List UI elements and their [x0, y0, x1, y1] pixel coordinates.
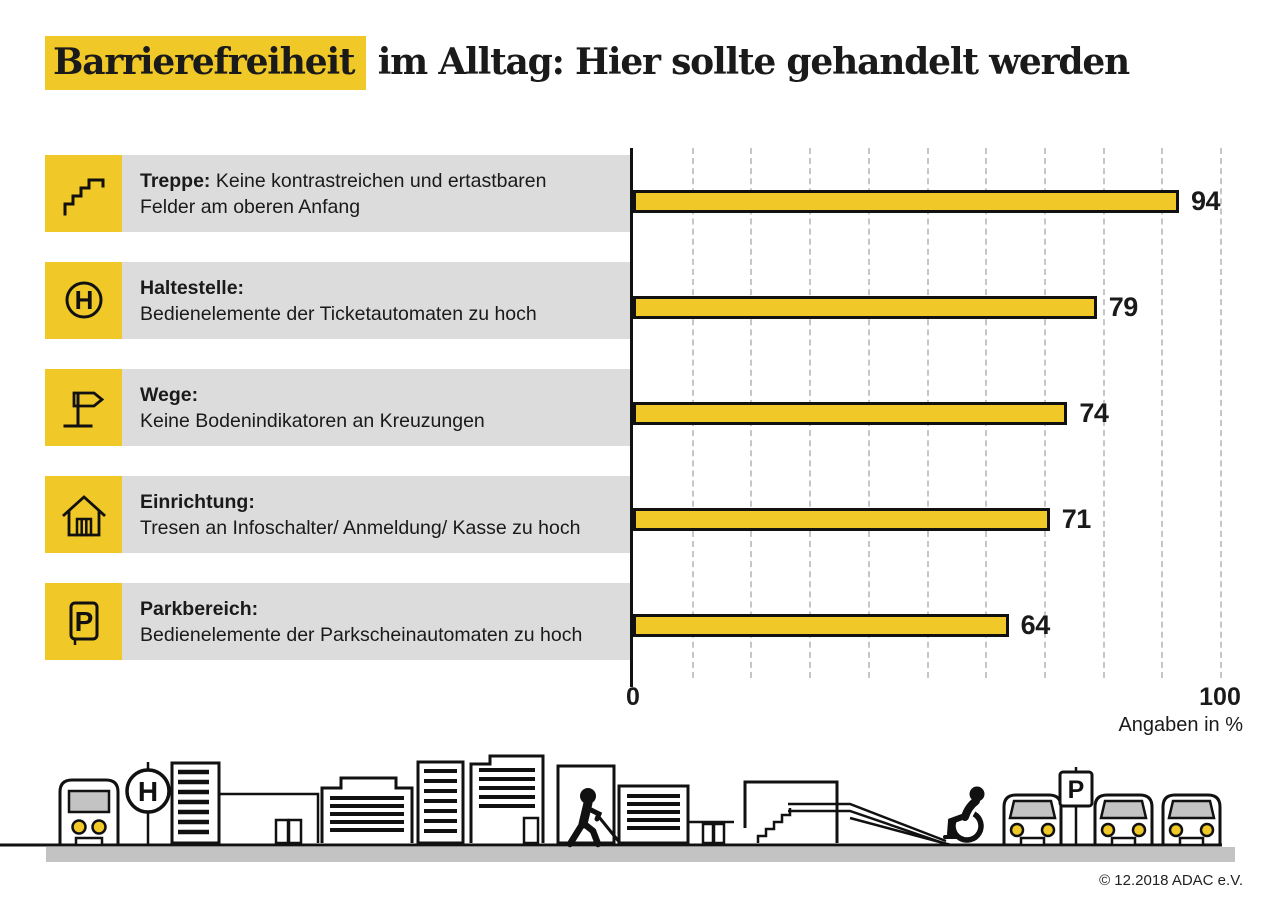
row-label-line1: Parkbereich:: [140, 597, 259, 620]
row-label-line2: Bedienelemente der Parkscheinautomaten z…: [140, 623, 583, 646]
ground: [0, 843, 1235, 862]
cityscape-illustration: H: [0, 754, 1235, 862]
bar-value: 79: [1108, 291, 1139, 322]
bar-einrichtung: [633, 507, 1050, 531]
title-highlight: Barrierefreiheit: [45, 36, 367, 90]
bus-stop-sign-icon: H: [125, 762, 171, 845]
bus-icon: [58, 778, 120, 847]
bar-row: 64: [633, 572, 1220, 678]
bar-wege: [633, 401, 1068, 425]
page-title: Barrierefreiheit im Alltag: Hier sollte …: [45, 36, 1131, 90]
category-row-haltestelle: H Haltestelle: Bedienelemente der Ticket…: [45, 262, 630, 339]
signpost-icon: [45, 369, 122, 446]
car-icon: [1093, 793, 1154, 847]
bus-stop-icon: H: [45, 262, 122, 339]
gridline: [1220, 148, 1222, 678]
car-icon: [1002, 793, 1063, 847]
parking-sign-icon: P: [1058, 767, 1094, 845]
bar-value: 94: [1190, 185, 1221, 216]
bar-value: 71: [1061, 503, 1092, 534]
parked-cars: [1002, 793, 1222, 847]
axis-label-max: 100: [1199, 683, 1241, 711]
bar-value: 74: [1079, 397, 1109, 428]
row-label-line2: Tresen an Infoschalter/ Anmeldung/ Kasse…: [140, 516, 581, 539]
unit-label: Angaben in %: [1118, 714, 1243, 736]
row-label-line1: Wege:: [140, 383, 199, 406]
row-label-line2: Bedienelemente der Ticketautomaten zu ho…: [140, 302, 537, 325]
building-icon: [45, 476, 122, 553]
category-row-wege: Wege: Keine Bodenindikatoren an Kreuzung…: [45, 369, 630, 446]
svg-text:P: P: [74, 606, 93, 637]
category-row-einrichtung: Einrichtung: Tresen an Infoschalter/ Anm…: [45, 476, 630, 553]
parking-icon: P: [45, 583, 122, 660]
row-label-line1: Haltestelle:: [140, 276, 245, 299]
bar-row: 71: [633, 466, 1220, 572]
gridline: [1102, 148, 1105, 678]
svg-text:P: P: [1068, 776, 1085, 804]
category-row-parkbereich: P Parkbereich: Bedienelemente der Parksc…: [45, 583, 630, 660]
stairs-and-ramp: [756, 802, 952, 847]
svg-text:H: H: [138, 776, 158, 807]
bar-haltestelle: [633, 295, 1097, 319]
title-rest: im Alltag: Hier sollte gehandelt werden: [366, 41, 1131, 83]
wheelchair-user-icon: [943, 786, 985, 843]
axis-label-min: 0: [626, 683, 640, 711]
svg-text:H: H: [74, 285, 93, 315]
walking-person-with-cane-icon: [566, 788, 622, 848]
bar-chart: 94 79 74 71 64: [630, 148, 1222, 687]
copyright-notice: © 12.2018 ADAC e.V.: [1099, 872, 1243, 889]
bar-treppe: [633, 189, 1179, 213]
gridline: [1161, 148, 1164, 678]
bar-row: 94: [633, 148, 1221, 254]
bar-row: 79: [633, 254, 1220, 360]
category-row-treppe: Treppe: Keine kontrastreichen und ertast…: [45, 155, 630, 232]
stairs-icon: [45, 155, 122, 232]
row-label-line1: Einrichtung:: [140, 490, 255, 513]
bar-parkbereich: [633, 613, 1009, 637]
row-label-line1: Treppe: Keine kontrastreichen und ertast…: [140, 169, 547, 192]
row-label-line2: Keine Bodenindikatoren an Kreuzungen: [140, 409, 485, 432]
bar-value: 64: [1020, 609, 1051, 640]
car-icon: [1161, 793, 1222, 847]
bar-row: 74: [633, 360, 1220, 466]
buildings: [170, 754, 839, 845]
row-label-line2: Felder am oberen Anfang: [140, 195, 361, 218]
